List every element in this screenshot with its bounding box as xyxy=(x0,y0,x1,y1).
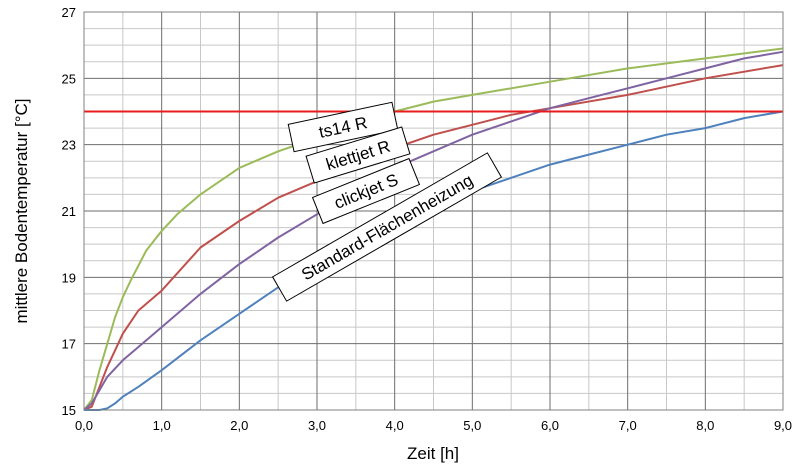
y-tick-label: 19 xyxy=(62,270,76,285)
x-tick-label: 3,0 xyxy=(308,418,326,433)
x-tick-label: 2,0 xyxy=(230,418,248,433)
x-tick-label: 5,0 xyxy=(463,418,481,433)
series-line-ts14-r xyxy=(83,47,784,411)
callout-box xyxy=(271,152,503,302)
x-axis-label: Zeit [h] xyxy=(407,444,459,463)
y-tick-labels: 15 17 19 21 23 25 27 xyxy=(62,5,76,418)
x-tick-label: 6,0 xyxy=(541,418,559,433)
callout-box xyxy=(287,101,399,153)
callout-ts14-r: ts14 R xyxy=(287,101,399,153)
x-tick-label: 7,0 xyxy=(619,418,637,433)
x-tick-label: 9,0 xyxy=(774,418,792,433)
y-tick-label: 25 xyxy=(62,71,76,86)
x-tick-label: 4,0 xyxy=(386,418,404,433)
callout-box xyxy=(311,157,421,225)
y-tick-label: 27 xyxy=(62,5,76,20)
x-tick-labels: 0,0 1,0 2,0 3,0 4,0 5,0 6,0 7,0 8,0 9,0 xyxy=(75,418,792,433)
callout-box xyxy=(305,126,411,184)
y-axis-label: mittlere Bodentemperatur [°C] xyxy=(12,98,31,323)
y-tick-label: 23 xyxy=(62,138,76,153)
x-tick-label: 0,0 xyxy=(75,418,93,433)
x-tick-label: 8,0 xyxy=(696,418,714,433)
plot-border xyxy=(83,11,784,411)
y-tick-label: 17 xyxy=(62,337,76,352)
y-tick-label: 15 xyxy=(62,403,76,418)
y-tick-label: 21 xyxy=(62,204,76,219)
series-line-klettjet-r xyxy=(83,64,784,411)
x-tick-label: 1,0 xyxy=(153,418,171,433)
